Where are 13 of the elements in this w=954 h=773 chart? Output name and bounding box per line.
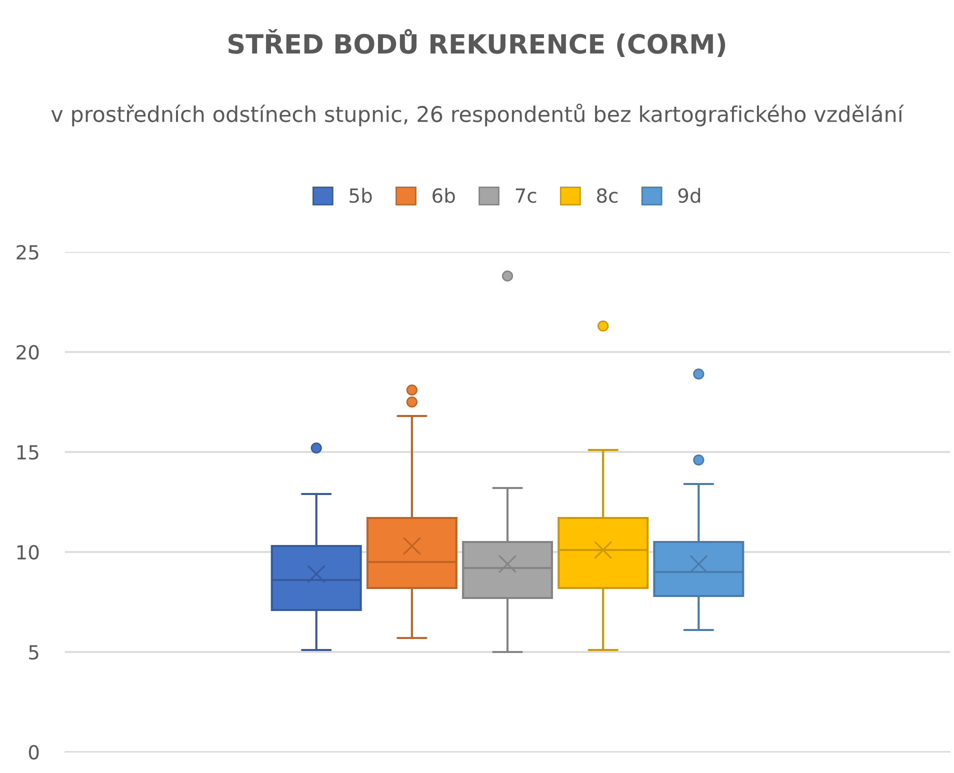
legend-label: 8c — [597, 188, 618, 203]
y-tick-label: 20 — [16, 344, 39, 360]
legend-label: 9d — [678, 188, 700, 203]
y-tick-label: 0 — [28, 744, 39, 760]
legend-label: 7c — [516, 188, 536, 203]
y-tick-label: 25 — [16, 244, 38, 260]
chart-title: STŘED BODŮ REKURENCE (CORM) — [228, 29, 726, 57]
y-tick-label: 10 — [17, 544, 39, 560]
y-tick-label: 15 — [17, 445, 38, 460]
chart-subtitle: v prostředních odstínech stupnic, 26 respondentů bez kartografického vzdělání — [51, 104, 904, 126]
y-tick-label: 5 — [29, 645, 38, 660]
legend-label: 6b — [432, 188, 455, 203]
legend-label: 5b — [350, 188, 372, 203]
